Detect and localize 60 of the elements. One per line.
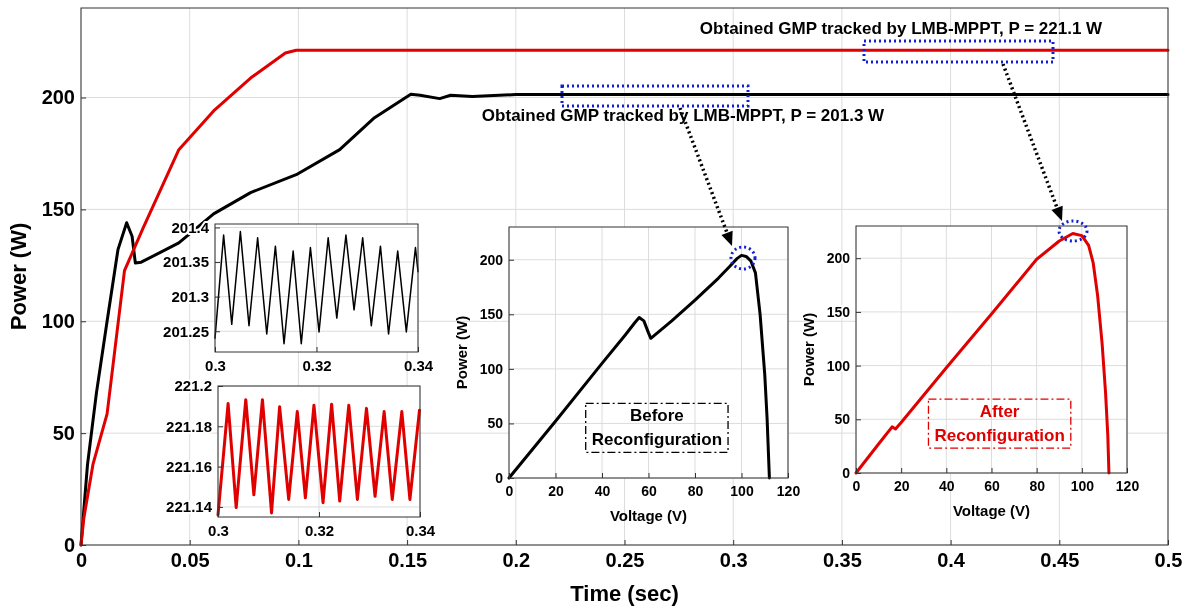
y-tick-label: 221.14 xyxy=(166,498,213,516)
x-tick-label: 0.34 xyxy=(405,521,436,539)
line-series xyxy=(214,230,419,345)
y-axis-title: Power (W) xyxy=(453,315,470,390)
y-axis-title: Power (W) xyxy=(800,312,817,387)
x-tick-label: 60 xyxy=(641,482,657,499)
y-tick-label: 221.2 xyxy=(174,377,212,395)
x-tick-label: 0.5 xyxy=(1154,549,1183,572)
annotation: Obtained GMP tracked by LMB-MPPT, P = 221.1 W xyxy=(699,19,1104,39)
x-tick-label: 0.15 xyxy=(388,549,428,572)
x-tick-label: 0.2 xyxy=(502,549,531,572)
x-tick-label: 120 xyxy=(1115,477,1140,494)
x-tick-label: 0.1 xyxy=(284,549,313,572)
x-tick-label: 80 xyxy=(687,482,704,499)
line-series xyxy=(507,253,771,480)
annotation: After Reconfiguration xyxy=(934,402,1065,446)
x-tick-label: 0.3 xyxy=(208,521,229,539)
annotation: Before Reconfiguration xyxy=(591,406,723,450)
y-tick-label: 50 xyxy=(834,411,851,428)
y-tick-label: 200 xyxy=(826,250,851,267)
y-tick-label: 201.35 xyxy=(163,253,209,271)
x-tick-label: 0.3 xyxy=(719,549,748,572)
y-tick-label: 150 xyxy=(826,303,851,320)
x-tick-label: 60 xyxy=(984,477,1000,494)
x-tick-label: 100 xyxy=(1070,477,1095,494)
x-tick-label: 0.45 xyxy=(1040,549,1080,572)
x-tick-label: 0.3 xyxy=(205,356,226,374)
x-tick-label: 20 xyxy=(893,477,910,494)
x-tick-label: 0.35 xyxy=(822,549,862,572)
x-tick-label: 0.4 xyxy=(937,549,966,572)
y-tick-label: 0 xyxy=(842,464,851,481)
y-tick-label: 150 xyxy=(479,306,504,323)
y-tick-label: 150 xyxy=(41,198,75,221)
y-tick-label: 50 xyxy=(52,422,75,445)
line-series xyxy=(216,398,421,517)
x-tick-label: 120 xyxy=(776,482,801,499)
x-axis-title: Voltage (V) xyxy=(952,502,1031,519)
line-series xyxy=(854,232,1111,475)
x-tick-label: 40 xyxy=(939,477,955,494)
x-tick-label: 0.05 xyxy=(170,549,210,572)
y-tick-label: 50 xyxy=(487,415,504,432)
x-tick-label: 100 xyxy=(730,482,754,499)
x-axis-title: Time (sec) xyxy=(570,581,679,606)
y-tick-label: 221.16 xyxy=(166,457,212,475)
y-tick-label: 200 xyxy=(479,251,504,268)
y-tick-label: 201.3 xyxy=(171,287,209,305)
x-tick-label: 0.34 xyxy=(403,356,434,374)
x-tick-label: 80 xyxy=(1029,477,1046,494)
x-axis-title: Voltage (V) xyxy=(609,507,688,524)
y-axis-title: Power (W) xyxy=(6,222,31,331)
y-tick-label: 201.25 xyxy=(163,322,209,340)
x-tick-label: 0.32 xyxy=(302,356,332,374)
y-tick-label: 100 xyxy=(41,310,75,333)
x-tick-label: 40 xyxy=(594,482,611,499)
y-tick-label: 221.18 xyxy=(166,417,212,435)
x-tick-label: 20 xyxy=(548,482,564,499)
annotation: Obtained GMP tracked by LMB-MPPT, P = 201.3 W xyxy=(481,106,886,126)
y-tick-label: 200 xyxy=(41,86,75,109)
x-tick-label: 0.25 xyxy=(605,549,645,572)
x-tick-label: 0.32 xyxy=(304,521,335,539)
